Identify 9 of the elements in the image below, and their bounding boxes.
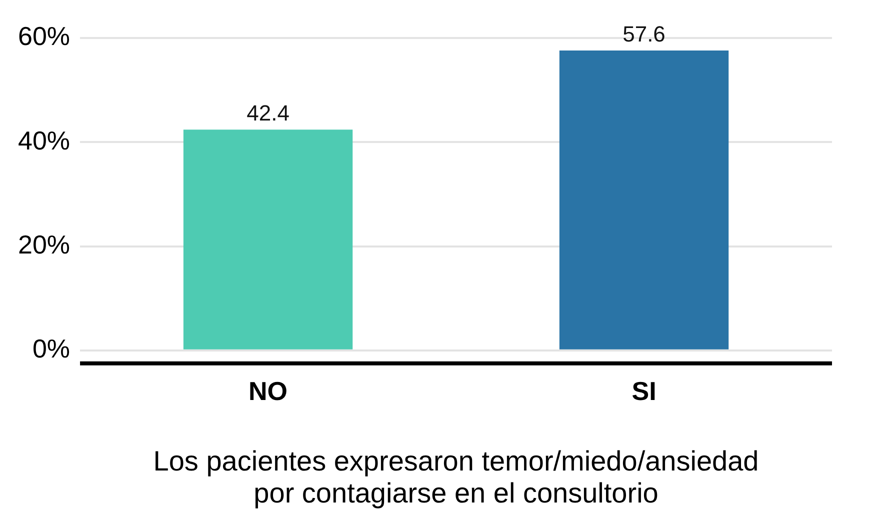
y-tick-label: 20% <box>18 229 70 260</box>
y-tick-label: 0% <box>32 334 70 364</box>
x-tick-label: SI <box>632 376 656 406</box>
y-tick-label: 60% <box>18 21 70 52</box>
x-tick-label: NO <box>248 376 288 406</box>
data-label: 57.6 <box>622 22 666 47</box>
data-label: 42.4 <box>246 100 290 126</box>
x-axis-title: Los pacientes expresaron temor/miedo/ansiedad por contagiarse en el consultorio <box>153 445 759 509</box>
y-tick-label: 40% <box>18 125 70 156</box>
